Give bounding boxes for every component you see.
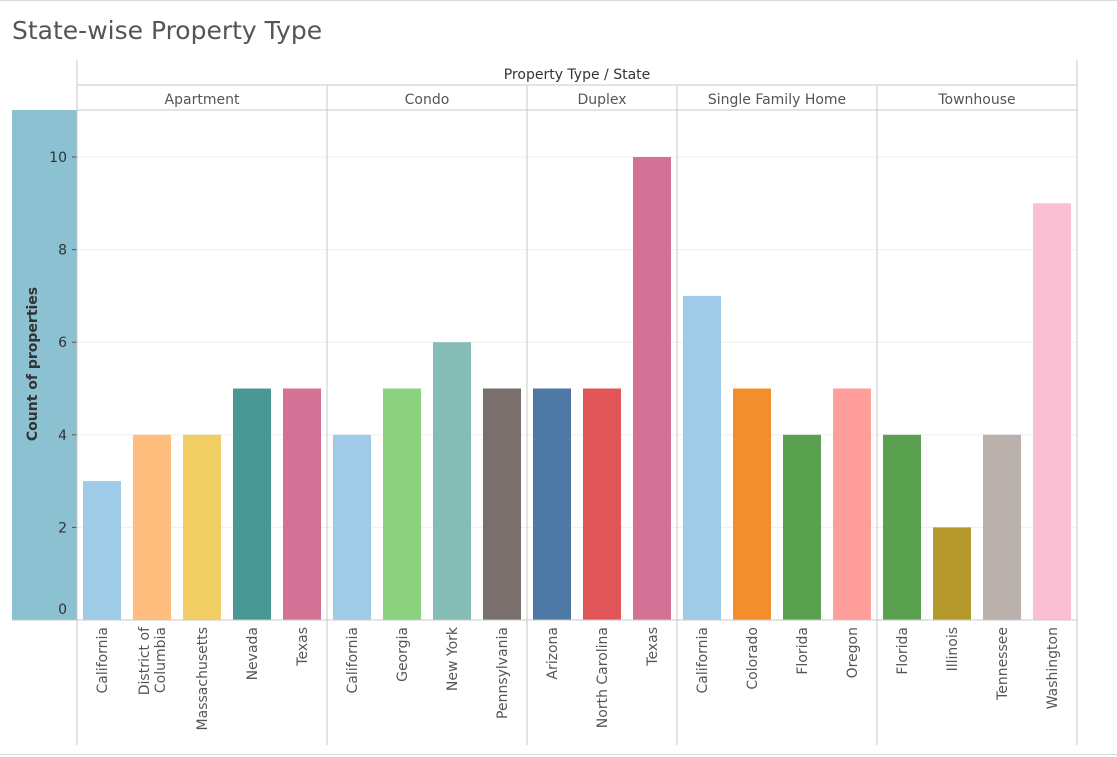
bar[interactable] xyxy=(933,527,971,620)
x-tick-label: California xyxy=(95,627,111,693)
bar[interactable] xyxy=(783,434,821,620)
x-tick-label: Oregon xyxy=(845,627,861,678)
bar[interactable] xyxy=(233,388,271,621)
group-header-label: Condo xyxy=(405,92,450,108)
x-tick-label: California xyxy=(695,627,711,693)
y-tick-label: 2 xyxy=(58,520,67,536)
bar[interactable] xyxy=(633,157,671,620)
y-tick-label: 6 xyxy=(58,335,67,351)
x-tick-label: District of xyxy=(137,626,153,695)
x-tick-label: Georgia xyxy=(395,627,411,682)
y-axis-label: Count of properties xyxy=(25,287,41,441)
bar[interactable] xyxy=(833,388,871,621)
y-tick-label: 4 xyxy=(58,428,67,444)
group-header-label: Single Family Home xyxy=(708,92,846,108)
bar[interactable] xyxy=(883,434,921,620)
bar[interactable] xyxy=(533,388,571,621)
bar[interactable] xyxy=(283,388,321,621)
x-tick-label: Texas xyxy=(295,627,311,667)
x-tick-label: California xyxy=(345,627,361,693)
bottom-border xyxy=(0,754,1117,755)
bar[interactable] xyxy=(183,434,221,620)
y-tick-label: 10 xyxy=(49,150,67,166)
x-tick-label: Florida xyxy=(895,627,911,675)
bar[interactable] xyxy=(483,388,521,621)
group-header-label: Townhouse xyxy=(937,92,1015,108)
bar[interactable] xyxy=(733,388,771,621)
group-header-label: Apartment xyxy=(165,92,240,108)
x-tick-label: Washington xyxy=(1045,627,1061,709)
bar[interactable] xyxy=(1033,203,1071,621)
x-tick-label: Arizona xyxy=(545,627,561,680)
bar[interactable] xyxy=(333,434,371,620)
bar[interactable] xyxy=(83,481,121,620)
top-border xyxy=(0,0,1117,1)
x-tick-label: Illinois xyxy=(945,627,961,671)
group-header-label: Duplex xyxy=(577,92,626,108)
x-tick-label: Pennsylvania xyxy=(495,627,511,719)
bar[interactable] xyxy=(583,388,621,621)
bar[interactable] xyxy=(433,342,471,620)
header-title: Property Type / State xyxy=(504,67,651,83)
y-tick-label: 0 xyxy=(58,602,67,618)
x-tick-label: North Carolina xyxy=(595,627,611,728)
x-tick-label: New York xyxy=(445,626,461,691)
bar[interactable] xyxy=(133,434,171,620)
y-axis-panel xyxy=(12,110,77,620)
x-tick-label: Nevada xyxy=(245,627,261,680)
x-tick-label: Massachusetts xyxy=(195,627,211,730)
bar[interactable] xyxy=(983,434,1021,620)
x-tick-label: Columbia xyxy=(153,627,169,693)
x-tick-label: Texas xyxy=(645,627,661,667)
x-tick-label: Colorado xyxy=(745,627,761,690)
bar[interactable] xyxy=(383,388,421,621)
bar[interactable] xyxy=(683,295,721,620)
y-tick-label: 8 xyxy=(58,243,67,259)
x-tick-label: Florida xyxy=(795,627,811,675)
chart-title: State-wise Property Type xyxy=(12,16,323,45)
x-tick-label: Tennessee xyxy=(995,627,1011,701)
